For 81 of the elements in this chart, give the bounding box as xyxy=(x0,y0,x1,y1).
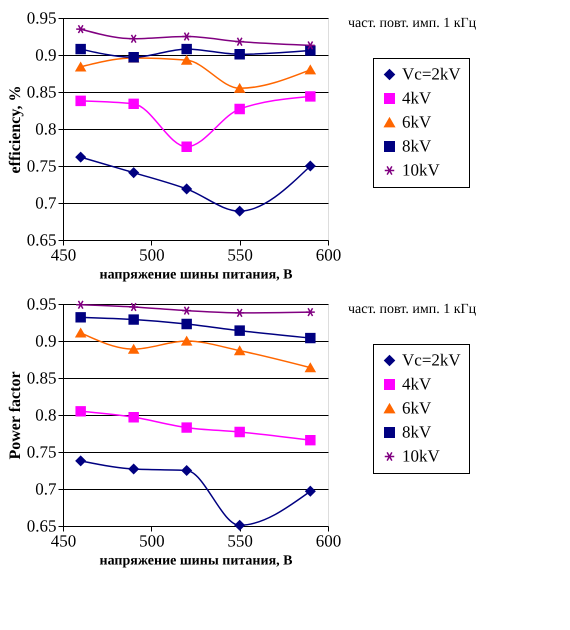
point xyxy=(305,486,316,496)
y-tick-label: 0.9 xyxy=(35,46,56,64)
point xyxy=(75,44,86,54)
point xyxy=(234,520,245,530)
point xyxy=(75,96,86,106)
x-tick-label: 600 xyxy=(316,246,342,264)
point xyxy=(181,306,192,316)
legend-label: 4kV xyxy=(402,88,432,108)
y-tick-label: 0.8 xyxy=(35,120,56,138)
y-tick-label: 0.95 xyxy=(26,294,56,314)
x-axis-title: напряжение шины питания, В xyxy=(100,554,292,568)
x-axis-title: напряжение шины питания, В xyxy=(100,268,292,282)
point xyxy=(305,65,316,74)
y-tick-label: 0.85 xyxy=(26,368,56,388)
point xyxy=(305,332,316,344)
y-tick-label: 0.85 xyxy=(26,82,56,102)
point xyxy=(128,464,139,474)
point xyxy=(181,336,192,346)
point xyxy=(234,104,245,114)
point xyxy=(305,91,316,102)
y-tick-label: 0.95 xyxy=(26,8,56,28)
y-axis-title: efficiency, % xyxy=(6,86,24,174)
x-tick-label: 600 xyxy=(316,532,342,550)
point xyxy=(181,465,192,476)
point xyxy=(305,308,316,317)
point xyxy=(128,98,139,110)
point xyxy=(75,328,86,338)
point xyxy=(181,44,192,54)
point xyxy=(75,152,86,162)
legend-label: 10kV xyxy=(402,160,440,180)
point xyxy=(181,32,192,42)
point xyxy=(234,37,245,46)
point xyxy=(181,56,192,65)
x-tick-label: 550 xyxy=(227,246,253,264)
point xyxy=(75,456,86,466)
point xyxy=(75,312,86,323)
point xyxy=(128,167,139,178)
point xyxy=(181,184,192,194)
x-tick-label: 500 xyxy=(139,532,165,550)
point xyxy=(128,344,139,354)
point xyxy=(128,412,139,422)
point xyxy=(181,318,192,330)
y-axis-title: Power factor xyxy=(6,371,24,460)
point xyxy=(128,314,139,325)
point xyxy=(234,325,245,336)
point xyxy=(234,84,245,93)
point xyxy=(181,422,192,433)
x-tick-label: 500 xyxy=(139,246,165,264)
legend-label: 8kV xyxy=(402,136,432,156)
legend-label: 6kV xyxy=(402,112,432,132)
point xyxy=(75,62,86,72)
legend-label: 4kV xyxy=(402,374,432,394)
text: част. повт. имп. 1 кГц xyxy=(348,16,477,31)
point xyxy=(305,434,316,446)
y-tick-label: 0.75 xyxy=(26,442,56,462)
point xyxy=(75,24,86,34)
point xyxy=(234,426,245,438)
point xyxy=(234,346,245,356)
y-tick-label: 0.7 xyxy=(35,480,57,498)
y-tick-label: 0.75 xyxy=(26,156,56,176)
point xyxy=(305,40,316,50)
legend-label: Vc=2kV xyxy=(402,350,462,370)
legend-label: 8kV xyxy=(402,422,432,442)
point xyxy=(128,34,139,44)
y-tick-label: 0.7 xyxy=(35,194,57,212)
point xyxy=(305,363,316,372)
x-tick-label: 550 xyxy=(227,532,253,550)
point xyxy=(305,160,316,172)
point xyxy=(181,142,192,152)
point xyxy=(234,308,245,318)
y-tick-label: 0.9 xyxy=(35,332,56,350)
point xyxy=(234,206,245,216)
legend-label: Vc=2kV xyxy=(402,64,462,84)
legend-label: 10kV xyxy=(402,446,440,466)
point xyxy=(234,49,245,60)
y-tick-label: 0.8 xyxy=(35,406,56,424)
text: част. повт. имп. 1 кГц xyxy=(348,302,477,317)
point xyxy=(75,406,86,417)
point xyxy=(128,302,139,312)
point xyxy=(75,300,86,310)
legend-label: 6kV xyxy=(402,398,432,418)
